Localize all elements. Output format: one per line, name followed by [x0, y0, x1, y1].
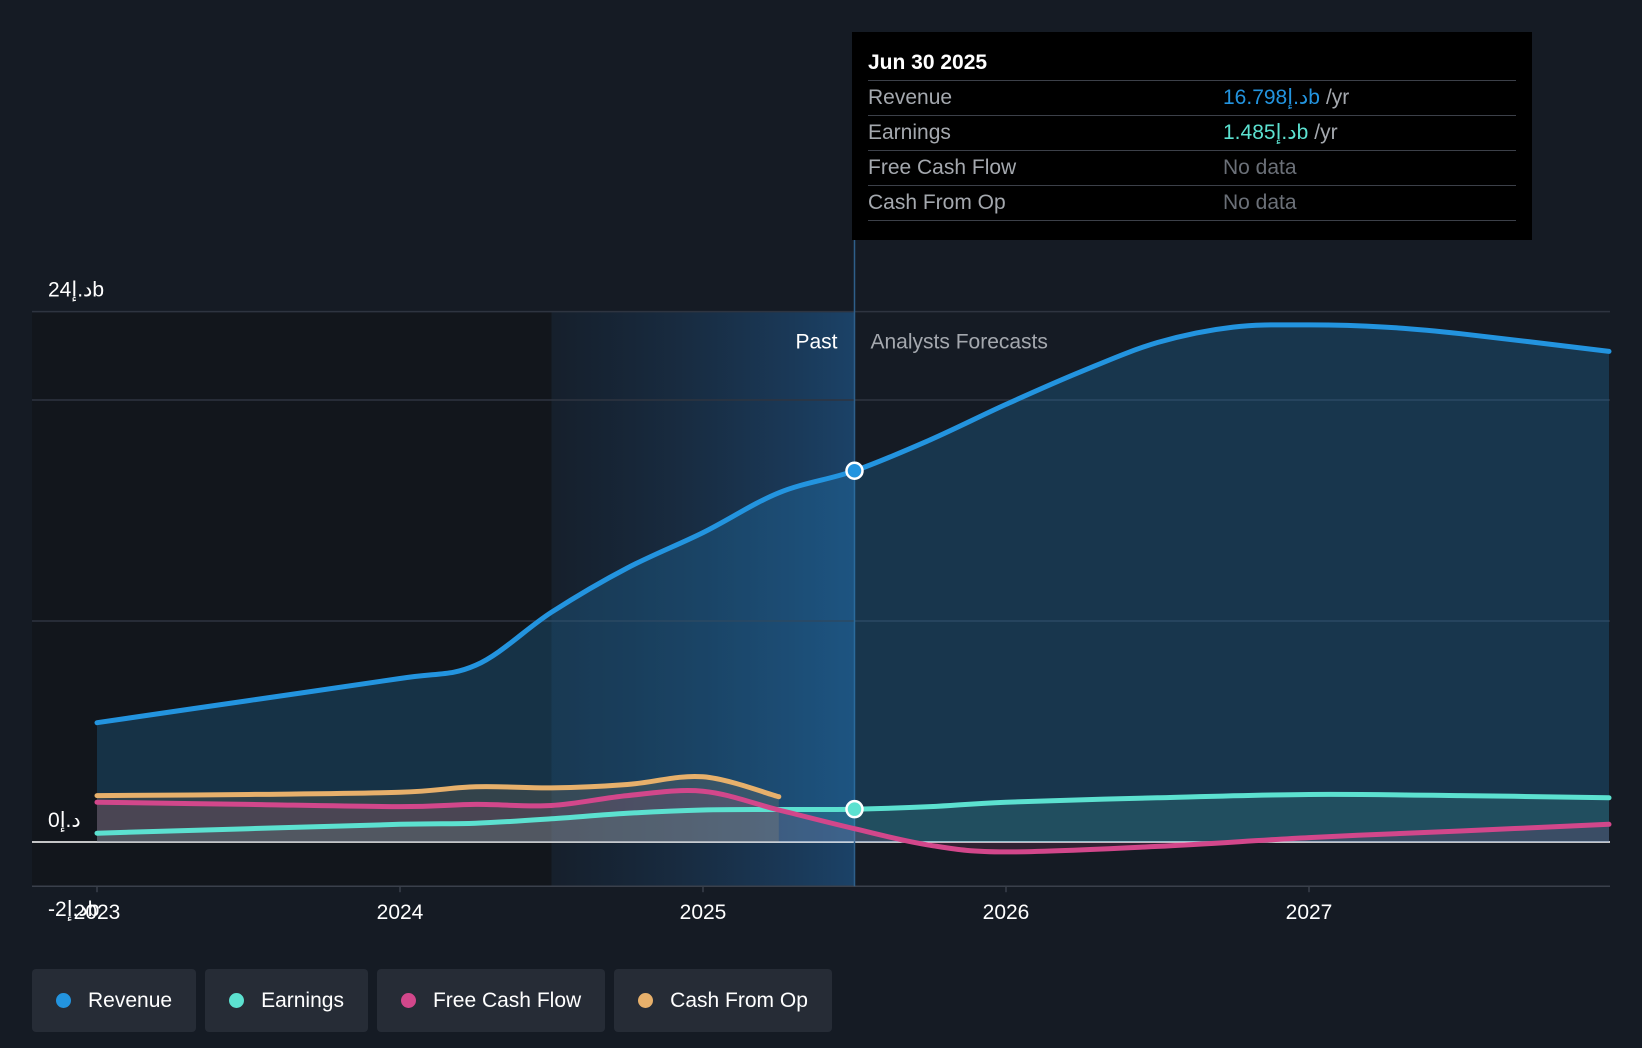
- legend-label: Cash From Op: [670, 988, 808, 1012]
- tooltip-row-value: 1.485د.إb: [1223, 121, 1309, 144]
- tooltip-date: Jun 30 2025: [868, 46, 1516, 81]
- x-tick-label: 2024: [377, 901, 424, 924]
- legend: Revenue Earnings Free Cash Flow Cash From O…: [32, 969, 832, 1032]
- x-tick-label: 2023: [74, 901, 121, 924]
- tooltip-row-value: No data: [1223, 191, 1297, 214]
- tooltip-row-label: Revenue: [868, 86, 953, 109]
- legend-label: Revenue: [88, 988, 173, 1012]
- tooltip-row-label: Earnings: [868, 121, 951, 144]
- tooltip-row: Earnings 1.485د.إb/yr: [868, 116, 1516, 151]
- past-label: Past: [795, 331, 837, 354]
- line-earnings: [94, 791, 1612, 836]
- tooltip-row: Cash From Op No data: [868, 186, 1516, 221]
- area-revenue: [97, 324, 1609, 842]
- tooltip-row: Revenue 16.798د.إb/yr: [868, 81, 1516, 116]
- x-tick-label: 2026: [983, 901, 1030, 924]
- line-revenue: [94, 322, 1612, 726]
- legend-item-revenue[interactable]: Revenue: [32, 969, 197, 1032]
- legend-item-cash-from-op[interactable]: Cash From Op: [614, 969, 832, 1032]
- tooltip: Jun 30 2025 Revenue 16.798د.إb/yr Earnings…: [852, 32, 1532, 240]
- legend-label: Earnings: [261, 988, 344, 1012]
- area-cash-from-op: [97, 776, 779, 842]
- x-tick-label: 2027: [1286, 901, 1333, 924]
- y-tick-label: 0د.إ: [48, 809, 81, 833]
- line-cash-from-op: [94, 773, 782, 800]
- tooltip-row-label: Free Cash Flow: [868, 156, 1017, 179]
- legend-dot-icon: [638, 993, 654, 1008]
- marker-earnings: [845, 799, 864, 819]
- legend-item-free-cash-flow[interactable]: Free Cash Flow: [376, 969, 606, 1032]
- tooltip-row-value: No data: [1223, 156, 1297, 179]
- legend-dot-icon: [56, 993, 71, 1008]
- x-tick-label: 2025: [680, 901, 727, 924]
- tooltip-row-label: Cash From Op: [868, 191, 1006, 214]
- tooltip-row: Free Cash Flow No data: [868, 151, 1516, 186]
- tooltip-row-unit: /yr: [1325, 86, 1350, 109]
- line-free-cash-flow: [94, 788, 1612, 855]
- legend-dot-icon: [229, 993, 245, 1008]
- tooltip-row-value: 16.798د.إb: [1223, 86, 1320, 109]
- marker-revenue: [845, 461, 864, 481]
- legend-label: Free Cash Flow: [432, 988, 582, 1012]
- tooltip-row-unit: /yr: [1314, 121, 1338, 144]
- legend-dot-icon: [400, 993, 416, 1008]
- legend-item-earnings[interactable]: Earnings: [205, 969, 368, 1032]
- forecast-label: Analysts Forecasts: [871, 331, 1048, 354]
- y-tick-label: -2د.إb: [48, 898, 99, 922]
- y-tick-label: 24د.إb: [48, 279, 104, 303]
